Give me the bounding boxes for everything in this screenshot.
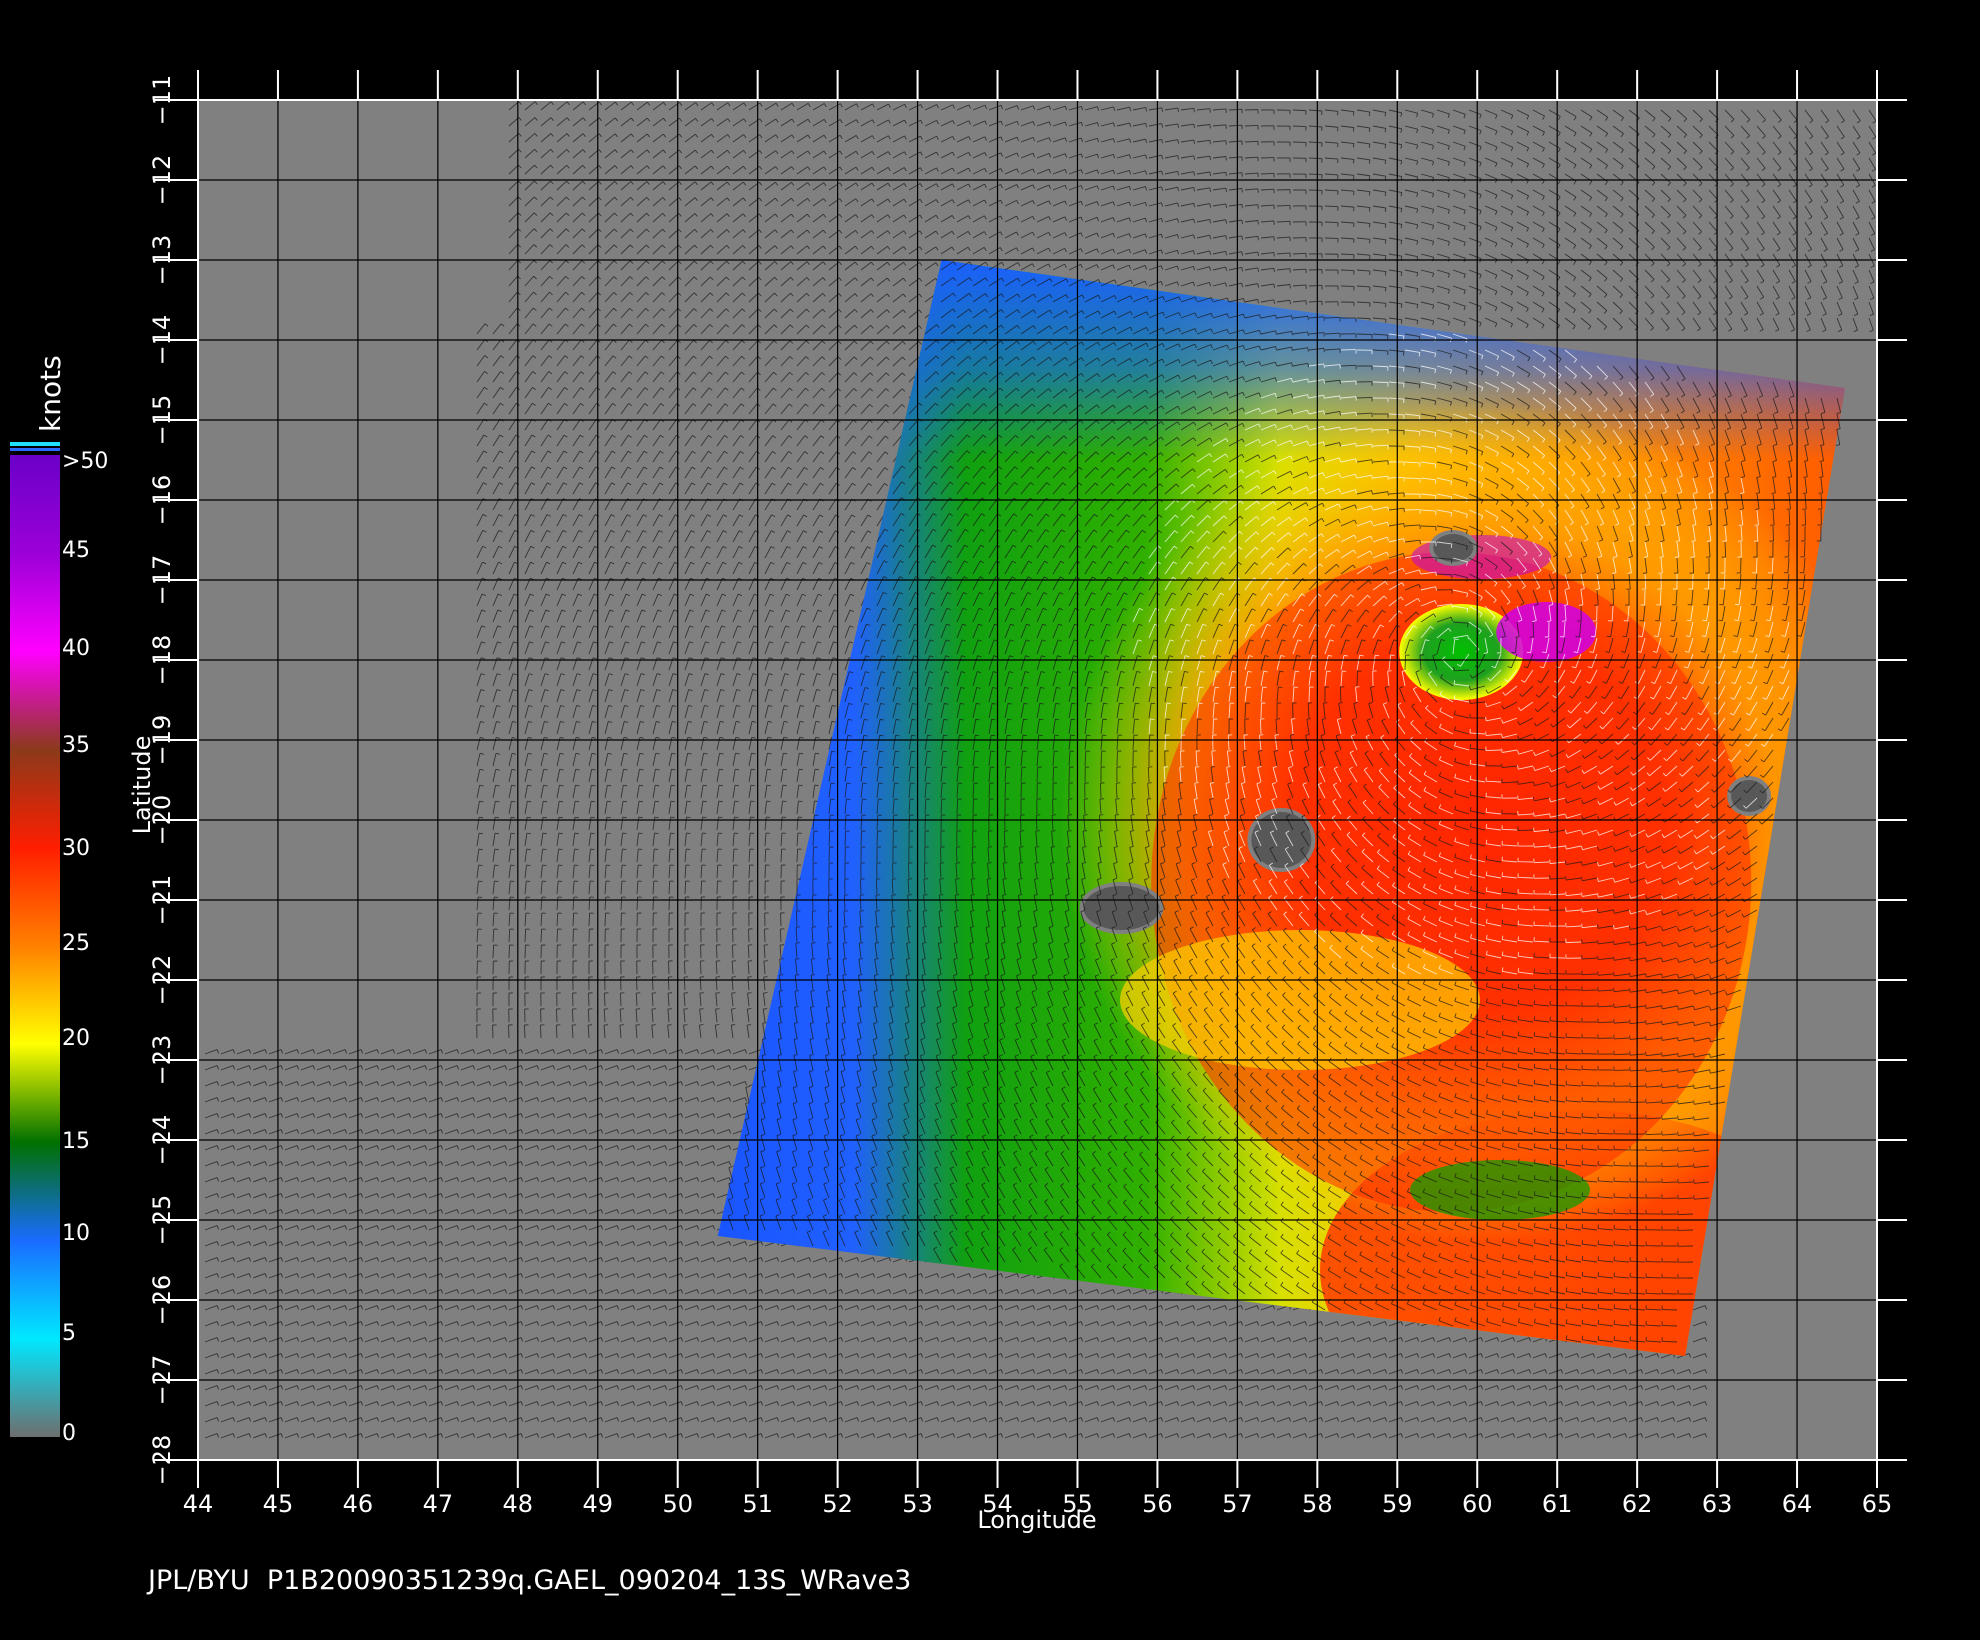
y-axis-label: Latitude <box>128 736 156 835</box>
x-axis-label: Longitude <box>977 1506 1096 1534</box>
colorbar-label: >50 <box>62 449 108 474</box>
lat-tick-label: −27 <box>148 1355 176 1406</box>
lon-tick-label: 47 <box>423 1490 454 1518</box>
lat-tick-label: −20 <box>148 795 176 846</box>
lon-tick-label: 44 <box>183 1490 214 1518</box>
colorbar-cap-cyan <box>10 442 60 446</box>
lon-tick-label: 58 <box>1302 1490 1333 1518</box>
lon-tick-label: 57 <box>1222 1490 1253 1518</box>
colorbar-title: knots <box>34 355 67 432</box>
land-mass <box>1251 812 1312 868</box>
lon-tick-label: 55 <box>1062 1490 1093 1518</box>
lat-tick-label: −21 <box>148 875 176 926</box>
land-mass <box>1433 534 1474 562</box>
colorbar-label: 20 <box>62 1026 90 1051</box>
lat-tick-label: −24 <box>148 1115 176 1166</box>
light-wind-patch <box>1410 1160 1590 1220</box>
footer-caption: JPL/BYU P1B20090351239q.GAEL_090204_13S_… <box>146 1565 911 1596</box>
lat-tick-label: −18 <box>148 635 176 686</box>
colorbar-label: 5 <box>62 1321 76 1346</box>
lat-lon-grid <box>198 100 1877 1460</box>
colorbar-label: 30 <box>62 836 90 861</box>
lat-tick-label: −16 <box>148 475 176 526</box>
colorbar-label: 0 <box>62 1421 76 1446</box>
land-masses <box>1079 530 1772 934</box>
lon-tick-label: 62 <box>1622 1490 1653 1518</box>
lat-tick-label: −23 <box>148 1035 176 1086</box>
lon-tick-label: 56 <box>1142 1490 1173 1518</box>
lat-tick-label: −15 <box>148 395 176 446</box>
lat-tick-label: −12 <box>148 155 176 206</box>
lat-tick-label: −28 <box>148 1435 176 1486</box>
lon-tick-label: 45 <box>263 1490 294 1518</box>
lat-tick-label: −26 <box>148 1275 176 1326</box>
lat-tick-label: −14 <box>148 315 176 366</box>
colorbar-label: 40 <box>62 636 90 661</box>
lon-tick-label: 60 <box>1462 1490 1493 1518</box>
map-axes: 44 45 46 47 48 49 50 51 52 53 54 55 56 57 58 59 60 61 62 63… <box>148 70 1907 1518</box>
lon-tick-label: 53 <box>902 1490 933 1518</box>
land-mass <box>1083 886 1160 930</box>
land-mass <box>1731 780 1768 812</box>
colorbar-label: 35 <box>62 733 90 758</box>
colorbar-label: 10 <box>62 1221 90 1246</box>
lon-tick-label: 49 <box>582 1490 613 1518</box>
colorbar-label: 25 <box>62 931 90 956</box>
lon-tick-label: 52 <box>822 1490 853 1518</box>
lon-tick-label: 61 <box>1542 1490 1573 1518</box>
lon-tick-label: 48 <box>503 1490 534 1518</box>
colorbar-cap-blue <box>10 448 60 451</box>
lat-tick-label: −25 <box>148 1195 176 1246</box>
lon-tick-label: 64 <box>1782 1490 1813 1518</box>
colorbar-label: 45 <box>62 538 90 563</box>
lon-tick-label: 46 <box>343 1490 374 1518</box>
lon-tick-label: 65 <box>1862 1490 1893 1518</box>
lat-tick-label: −17 <box>148 555 176 606</box>
lat-tick-label: −13 <box>148 235 176 286</box>
lon-tick-label: 51 <box>742 1490 773 1518</box>
colorbar: knots >50 45 40 35 30 25 20 15 10 5 0 <box>10 355 108 1446</box>
lon-tick-label: 50 <box>662 1490 693 1518</box>
lat-tick-label: −11 <box>148 75 176 126</box>
lat-tick-label: −22 <box>148 955 176 1006</box>
lon-tick-label: 63 <box>1702 1490 1733 1518</box>
lat-tick-label: −19 <box>148 715 176 766</box>
lon-tick-label: 54 <box>982 1490 1013 1518</box>
moderate-wind-band <box>1120 930 1480 1070</box>
wind-barbs-outside-swath <box>204 101 1877 1439</box>
colorbar-label: 15 <box>62 1129 90 1154</box>
lon-tick-label: 59 <box>1382 1490 1413 1518</box>
